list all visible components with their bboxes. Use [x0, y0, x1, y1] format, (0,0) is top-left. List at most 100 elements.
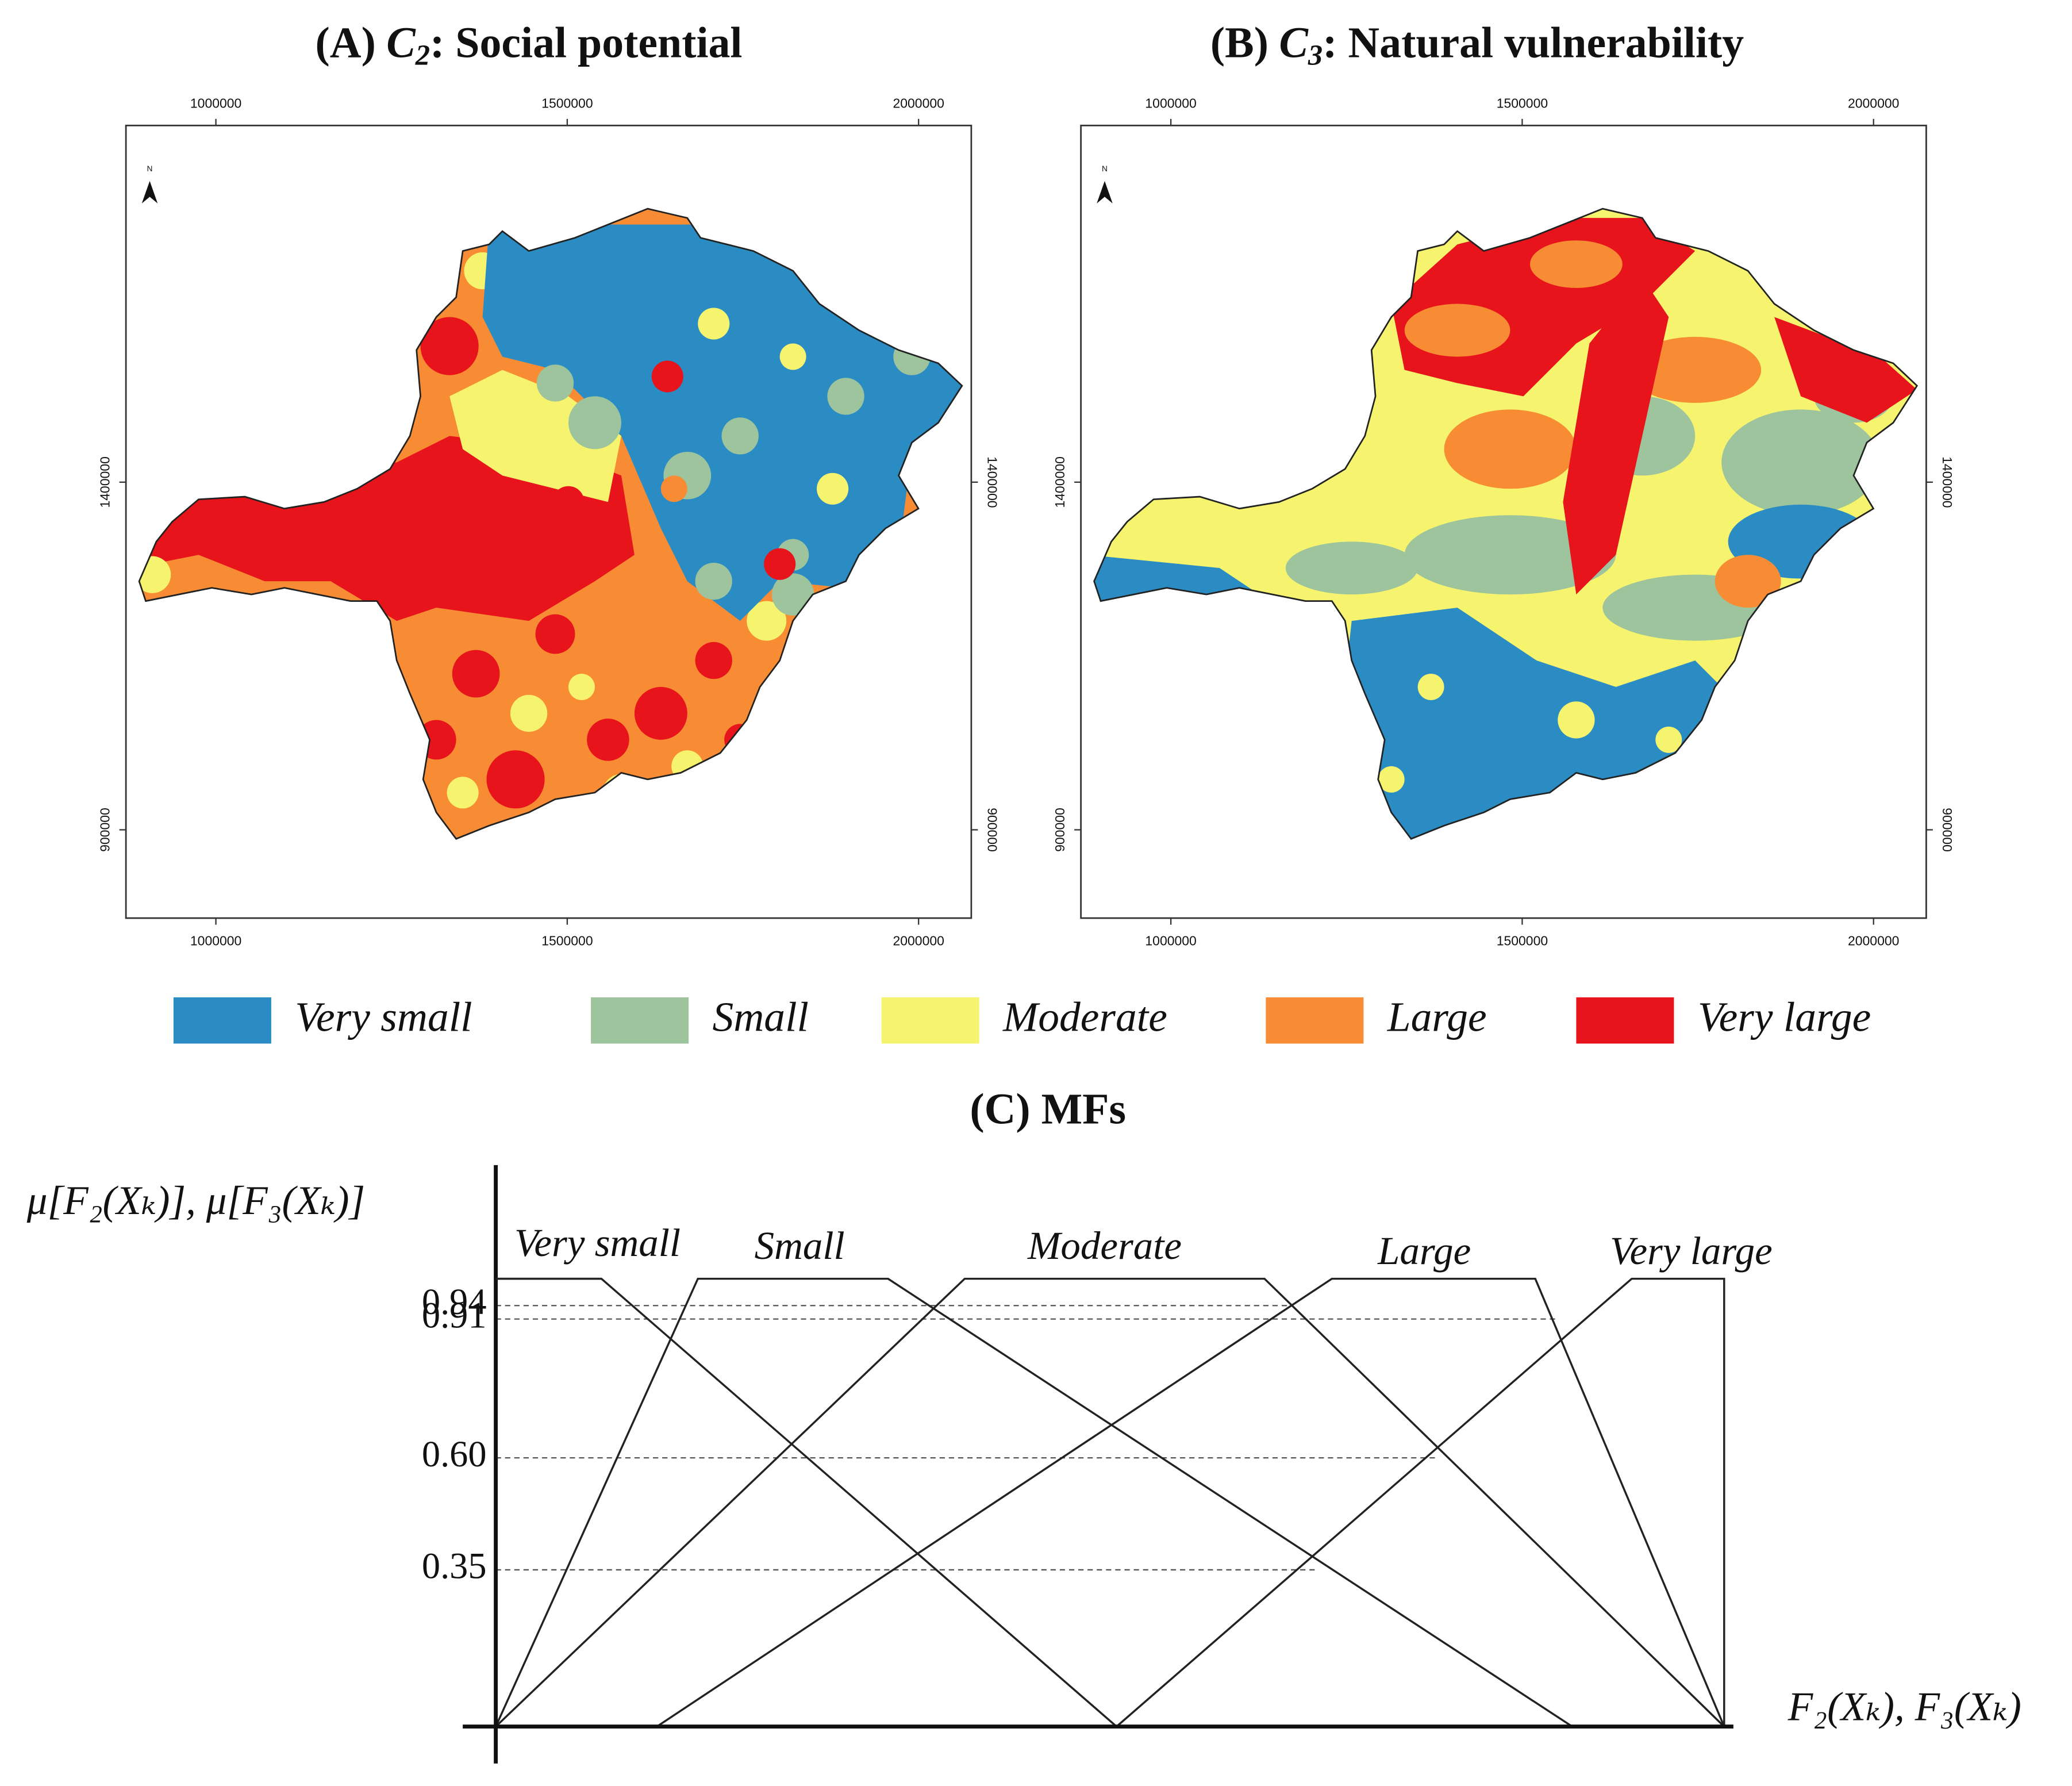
y-axis-label: μ[F₂(Xₖ)], μ[F₃(Xₖ)] — [26, 1178, 365, 1223]
membership-function — [495, 1277, 1117, 1727]
mf-label: Large — [1377, 1229, 1471, 1273]
north-label: N — [1102, 164, 1108, 173]
map-region — [447, 777, 479, 809]
membership-function — [495, 1277, 1573, 1728]
chart-title: (C) MFs — [970, 1085, 1126, 1134]
legend-swatch — [591, 997, 689, 1044]
state-outline — [138, 208, 963, 840]
map-region — [535, 614, 575, 654]
map-region — [827, 378, 864, 415]
x-tick-label: 2000000 — [893, 934, 944, 948]
y-tick-label: 1400000 — [985, 456, 1000, 508]
map-region — [1558, 701, 1595, 739]
map-region — [536, 364, 574, 402]
map-region — [1721, 409, 1880, 516]
panel-subscript: 2 — [415, 39, 430, 71]
x-tick-label: 1000000 — [1145, 96, 1196, 111]
panel-subscript: 3 — [1308, 39, 1323, 71]
map-region — [452, 650, 500, 698]
map-region — [695, 642, 732, 679]
y-tick-label: 1400000 — [1940, 456, 1955, 508]
legend-label: Very large — [1698, 993, 1871, 1040]
map-region — [698, 308, 730, 340]
north-arrow — [141, 180, 158, 203]
map-region — [1378, 766, 1405, 793]
y-tick-label: 1400000 — [98, 456, 113, 508]
map-region — [1444, 409, 1577, 489]
legend-swatch — [1266, 997, 1364, 1044]
legend-label: Moderate — [1002, 993, 1167, 1040]
legend-swatch — [1576, 997, 1674, 1044]
x-tick-label: 1500000 — [1497, 934, 1548, 948]
north-arrow — [1097, 180, 1113, 203]
x-tick-label: 2000000 — [1848, 96, 1899, 111]
y-tick-label: 900000 — [1940, 808, 1955, 852]
map-region — [420, 317, 479, 375]
panel-label: (A) — [316, 19, 376, 67]
map-region — [510, 694, 548, 732]
map-region — [1655, 726, 1682, 753]
map-region — [587, 719, 629, 761]
map-region — [1529, 240, 1623, 288]
map-region — [552, 486, 585, 518]
legend-label: Small — [712, 993, 808, 1040]
panel-name: : Social potential — [430, 19, 742, 67]
x-axis-label: F₂(Xₖ), F₃(Xₖ) — [1787, 1684, 2021, 1729]
y-tick-label: 900000 — [985, 808, 1000, 852]
map-region — [771, 573, 814, 616]
x-tick-label: 1000000 — [190, 96, 241, 111]
x-tick-label: 1000000 — [190, 934, 241, 948]
legend-swatch — [173, 997, 271, 1044]
legend-label: Very small — [295, 993, 472, 1040]
map-region — [568, 674, 595, 700]
panel-label: (B) — [1210, 19, 1268, 67]
map-region — [764, 548, 796, 580]
legend-swatch — [881, 997, 979, 1044]
y-tick-label: 0.35 — [422, 1546, 487, 1587]
map-region — [1563, 277, 1669, 595]
map-region — [568, 396, 621, 450]
map-region — [660, 475, 687, 502]
y-tick-label: 0.94 — [422, 1281, 487, 1322]
x-tick-label: 2000000 — [893, 96, 944, 111]
map-region — [651, 360, 683, 393]
x-tick-label: 1500000 — [541, 96, 593, 111]
mf-label: Very large — [1610, 1229, 1773, 1273]
map-region — [1404, 304, 1510, 357]
map-region — [486, 750, 545, 809]
map-region — [1404, 515, 1616, 595]
mf-label: Very small — [514, 1221, 681, 1265]
mf-label: Small — [755, 1224, 845, 1268]
panel-title: (B) C3: Natural vulnerability — [1210, 19, 1744, 71]
x-tick-label: 1500000 — [1497, 96, 1548, 111]
map-region — [817, 473, 849, 505]
map-region — [1629, 337, 1762, 403]
map-region — [1715, 555, 1781, 608]
north-label: N — [147, 164, 153, 173]
map-region — [747, 601, 787, 641]
membership-function — [656, 1277, 1725, 1728]
y-tick-label: 1400000 — [1052, 456, 1067, 508]
map-region — [695, 562, 732, 600]
map-region — [1774, 317, 1917, 423]
map-region — [634, 687, 687, 740]
y-tick-label: 0.60 — [422, 1434, 487, 1474]
y-tick-label: 0.91 — [422, 1295, 487, 1335]
membership-function — [1116, 1277, 1725, 1727]
map-region — [449, 370, 621, 502]
map-panel: N 1000000 1000000 1500000 1500000 2000000 2000… — [98, 96, 1000, 948]
map-panel: N 1000000 1000000 1500000 1500000 2000000 2000… — [1052, 96, 1955, 948]
map-region — [721, 417, 759, 455]
y-tick-label: 900000 — [98, 808, 113, 852]
legend-label: Large — [1387, 993, 1487, 1040]
x-tick-label: 2000000 — [1848, 934, 1899, 948]
mf-label: Moderate — [1027, 1224, 1182, 1268]
y-tick-label: 900000 — [1052, 808, 1067, 852]
panel-title: (A) C2: Social potential — [316, 19, 743, 71]
membership-function — [495, 1277, 1725, 1727]
panel-symbol: C — [386, 19, 416, 67]
x-tick-label: 1000000 — [1145, 934, 1196, 948]
map-region — [779, 343, 806, 370]
